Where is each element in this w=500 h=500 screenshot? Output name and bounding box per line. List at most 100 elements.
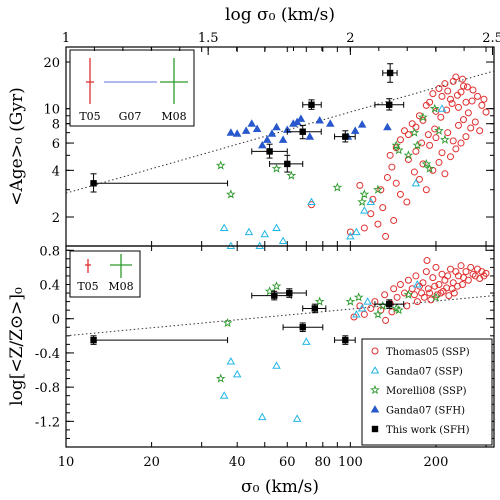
circle-point [447,95,455,103]
open-triangle-point [352,227,361,236]
open-triangle-point [272,223,281,231]
open-triangle-point [411,178,421,187]
circle-point [367,304,375,312]
filled-triangle-point [278,135,288,143]
star-point [359,189,370,199]
inset-label: M08 [161,110,186,123]
circle-point [426,141,434,149]
circle-point [452,73,460,81]
panel-metallicity [65,245,495,448]
circle-point [443,106,451,114]
filled-triangle-point [315,116,324,124]
square-point [386,69,394,77]
ytick-label: -0.8 [35,381,60,396]
inset-frame [69,250,141,298]
filled-triangle-point [272,122,281,131]
inset-label: M08 [108,280,133,293]
filled-triangle-point [326,119,335,127]
square-point [299,324,306,331]
circle-point [431,282,439,290]
inset-label: G07 [119,110,142,123]
circle-point [431,125,439,133]
square-point [386,101,393,108]
circle-point [449,137,457,145]
circle-point [404,276,412,284]
star-point [391,140,402,150]
filled-triangle-point [350,126,360,134]
filled-triangle-point [258,140,267,149]
x-axis-label: σ₀ (km/s) [241,477,319,497]
filled-triangle-point [247,119,257,127]
xtick-label: 60 [279,455,296,470]
ytick-label: -1.2 [35,415,60,430]
filled-triangle-point [305,132,315,140]
square-point [311,305,319,312]
star-point [286,170,297,180]
circle-point [381,291,389,299]
circle-point [412,147,420,155]
circle-point [396,280,404,288]
filled-triangle-point [267,129,277,137]
circle-point [410,291,418,299]
circle-point [367,210,375,218]
fit-line [65,295,495,337]
star-point [264,286,275,296]
star-point [271,163,282,173]
open-triangle-point [258,412,267,421]
xtick-label: 10 [58,455,75,470]
xtick-label: 100 [338,455,363,470]
star-point [391,303,402,313]
circle-point [386,151,394,159]
circle-point [450,289,458,297]
filled-triangle-point [241,126,251,134]
top-tick-label: 2 [346,31,354,46]
panel-age [65,46,495,250]
circle-point [462,268,470,276]
circle-point [360,310,368,318]
circle-point [478,101,486,109]
circle-point [383,173,391,181]
open-triangle-point [413,280,422,288]
inset-frame [69,49,195,127]
star-point [314,296,325,306]
panel-frame [65,245,495,448]
open-triangle-point [219,223,229,231]
square-point [386,300,393,308]
circle-point [463,83,471,91]
square-point [342,133,349,140]
filled-triangle-point [370,405,380,413]
star-point [421,158,432,169]
square-point [342,336,349,344]
xtick-label: 40 [229,455,246,470]
ytick-label: 20 [43,56,60,71]
star-point [373,184,383,194]
ytick-label: 10 [43,103,60,118]
series-ganda07-sfh- [226,114,392,149]
circle-point [469,270,477,278]
star-point [332,182,343,192]
circle-point [382,232,390,240]
ytick-label: 6 [52,137,60,152]
circle-point [418,289,426,297]
circle-point [444,272,452,280]
open-triangle-point [370,366,380,374]
star-point [215,160,226,170]
circle-point [443,284,451,292]
circle-point [423,257,431,265]
star-point [429,103,440,113]
circle-point [396,136,404,144]
open-triangle-point [357,304,367,312]
square-point [308,101,315,108]
circle-point [413,298,421,306]
filled-triangle-point [383,122,392,131]
circle-point [459,280,467,288]
ytick-label: -0.4 [35,347,60,362]
ytick-label: 0 [52,313,60,328]
circle-point [396,190,404,198]
circle-point [448,99,456,107]
circle-point [471,118,479,126]
circle-point [382,316,390,324]
filled-triangle-point [296,114,306,122]
ytick-label: 0.4 [39,278,60,293]
circle-point [474,92,482,100]
